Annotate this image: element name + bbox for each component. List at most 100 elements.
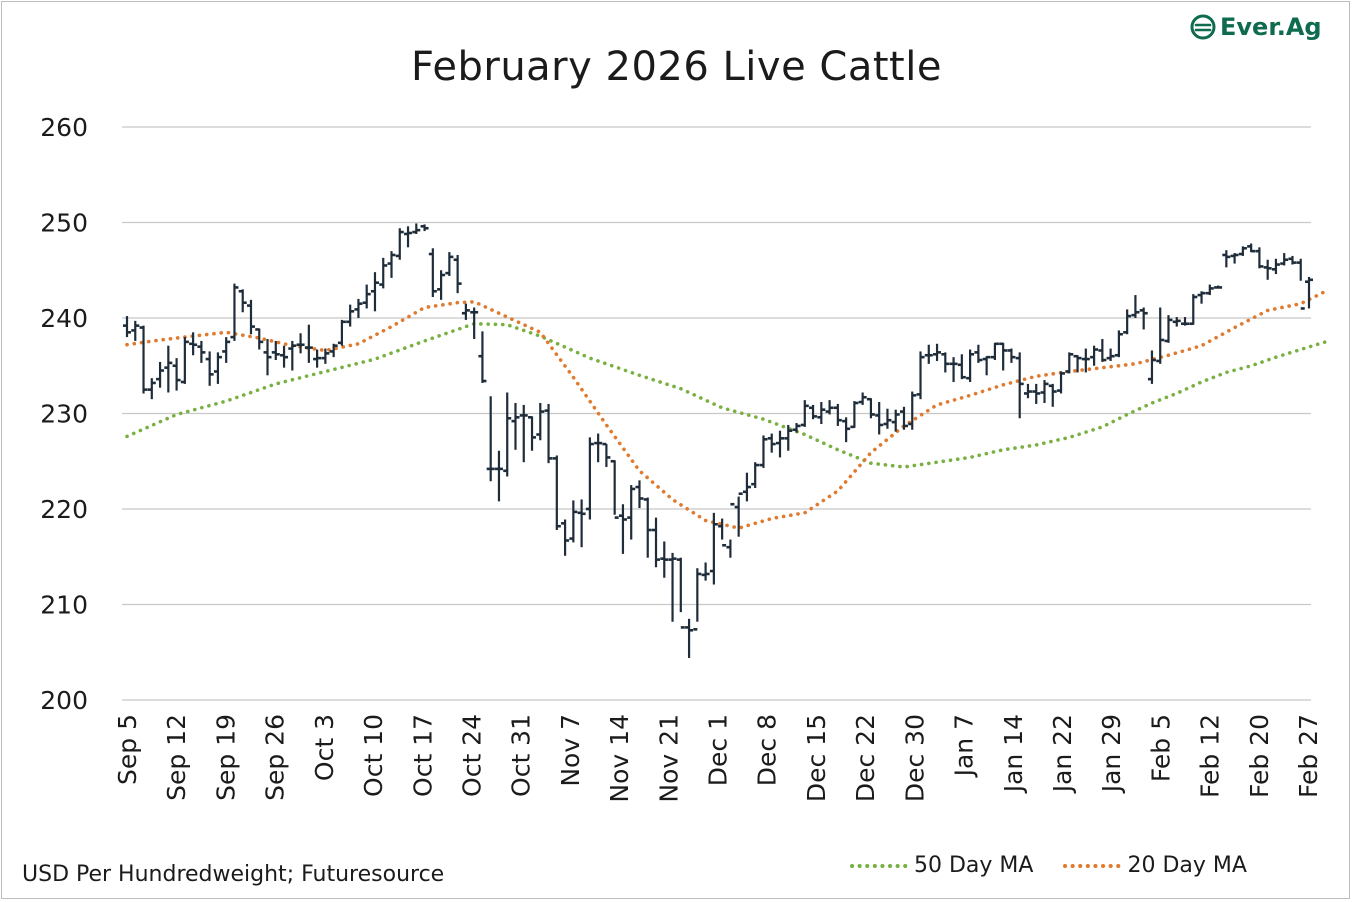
ma50-line [125, 321, 1328, 469]
ohlc-bar [1205, 284, 1214, 296]
ohlc-bar [751, 462, 760, 488]
x-tick-label: Oct 31 [507, 714, 536, 797]
ohlc-bar [1098, 339, 1107, 362]
ohlc-bar [891, 409, 900, 432]
ohlc-bar [635, 480, 644, 509]
ohlc-bar [197, 340, 206, 363]
x-tick-label: Sep 12 [162, 714, 191, 801]
x-tick-label: Jan 22 [1048, 714, 1077, 794]
ohlc-bar [1106, 348, 1115, 361]
ohlc-bar [1214, 285, 1223, 289]
ohlc-bar [908, 391, 917, 430]
ohlc-bar [577, 499, 586, 548]
ohlc-bar [478, 331, 487, 383]
ohlc-bar [246, 299, 255, 335]
ohlc-bar [1057, 371, 1066, 394]
ohlc-bar [1015, 352, 1024, 419]
ohlc-bar [156, 361, 165, 388]
legend-item-ma50: 50 Day MA [850, 853, 1033, 878]
ohlc-bar [825, 400, 834, 415]
ohlc-bar [1073, 354, 1082, 373]
ohlc-bar [594, 433, 603, 463]
ohlc-bar [1139, 307, 1148, 330]
ohlc-bar [420, 224, 429, 232]
ohlc-bar [1189, 294, 1198, 326]
ohlc-bar [1131, 295, 1140, 318]
ohlc-bars [123, 223, 1313, 658]
ohlc-bar [966, 349, 975, 382]
ohlc-bar [222, 337, 231, 363]
ohlc-bar [428, 248, 437, 297]
ohlc-bar [280, 345, 289, 368]
ohlc-bar [949, 357, 958, 382]
ohlc-bar [585, 437, 594, 520]
ohlc-bar [767, 433, 776, 453]
ohlc-bar [784, 424, 793, 451]
ohlc-bar [354, 298, 363, 318]
x-tick-label: Nov 7 [556, 714, 585, 787]
ohlc-bar [618, 504, 627, 554]
ohlc-bar [643, 497, 652, 558]
x-tick-label: Dec 30 [900, 714, 929, 802]
ohlc-bar [734, 492, 743, 537]
ohlc-bar [759, 435, 768, 468]
ohlc-bar [362, 284, 371, 309]
ohlc-bar [999, 342, 1008, 371]
ohlc-bar [230, 283, 239, 341]
ohlc-bar [1238, 246, 1247, 256]
ohlc-bar [453, 254, 462, 294]
ohlc-bar [800, 400, 809, 427]
ohlc-bar [652, 517, 661, 568]
x-tick-label: Sep 5 [113, 714, 142, 785]
y-tick-label: 210 [40, 591, 88, 620]
ohlc-bar [1172, 317, 1181, 327]
ohlc-bar [602, 442, 611, 467]
ohlc-bar [1156, 307, 1165, 364]
ohlc-bar [1263, 259, 1272, 280]
source-note: USD Per Hundredweight; Futuresource [22, 862, 445, 887]
ohlc-bar [1065, 352, 1074, 374]
ohlc-bar [1090, 345, 1099, 366]
ohlc-bar [1230, 253, 1239, 264]
ohlc-bar [123, 316, 131, 338]
legend-label-ma50: 50 Day MA [914, 853, 1034, 878]
x-tick-label: Sep 19 [211, 714, 240, 801]
ohlc-bar [1288, 255, 1297, 265]
ohlc-bar [544, 403, 553, 464]
ohlc-bar [875, 402, 884, 435]
ohlc-bar [709, 512, 718, 585]
ohlc-bar [775, 430, 784, 458]
ohlc-bar [941, 352, 950, 373]
ohlc-bar [1271, 258, 1280, 275]
x-tick-label: Dec 8 [753, 714, 782, 786]
ohlc-bar [1048, 383, 1057, 407]
x-tick-label: Oct 17 [408, 714, 437, 797]
ohlc-bar [933, 343, 942, 361]
ohlc-bar [321, 348, 330, 364]
ohlc-bar [288, 340, 297, 371]
ohlc-bar [1164, 315, 1173, 343]
ohlc-bar [379, 257, 388, 289]
y-tick-label: 200 [40, 686, 88, 715]
ohlc-bar [271, 340, 280, 361]
x-tick-label: Nov 14 [605, 714, 634, 803]
ohlc-bar [147, 378, 156, 400]
legend-item-ma20: 20 Day MA [1063, 853, 1247, 878]
ohlc-bar [1197, 291, 1206, 304]
legend-label-ma20: 20 Day MA [1127, 853, 1247, 878]
x-tick-label: Jan 29 [1097, 714, 1126, 794]
ohlc-bar [445, 252, 454, 276]
x-tick-label: Oct 3 [310, 714, 339, 781]
ohlc-bar [957, 354, 966, 380]
ohlc-bar [164, 345, 173, 393]
ohlc-bar [486, 396, 495, 482]
ohlc-bar [494, 450, 503, 502]
ohlc-bar [718, 518, 727, 547]
ohlc-bar [139, 325, 148, 394]
x-tick-label: Feb 5 [1146, 714, 1175, 782]
ohlc-bar [263, 339, 272, 376]
ohlc-bar [668, 552, 677, 622]
y-tick-label: 240 [40, 304, 88, 333]
